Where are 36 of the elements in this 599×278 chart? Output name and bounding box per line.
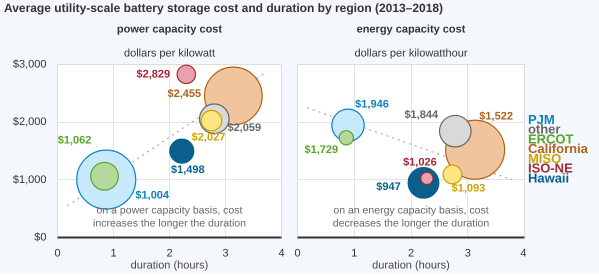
y-tick-label: $1,000	[12, 174, 47, 186]
y-tick-label: $3,000	[12, 58, 47, 70]
x-tick-label: 3	[222, 248, 229, 260]
text: Average utility-scale battery storage cost and duration by region (2013–2018)	[4, 0, 444, 17]
data-label: $1,729	[304, 144, 338, 156]
data-label: $1,004	[135, 190, 170, 202]
x-tick-label: 4	[278, 248, 285, 260]
chart-subtitle: dollars per kilowatthour	[354, 48, 468, 60]
x-tick-label: 2	[408, 248, 414, 260]
x-axis-title: duration (hours)	[130, 260, 208, 272]
data-label: $1,026	[403, 156, 437, 168]
data-label: $2,455	[168, 88, 202, 100]
data-label: $1,498	[171, 164, 205, 176]
y-tick-label: $2,000	[12, 116, 47, 128]
chart-subtitle: dollars per kilowatt	[124, 48, 216, 60]
chart-title: energy capacity cost	[356, 24, 466, 36]
chart-title: power capacity cost	[116, 24, 222, 36]
x-tick-label: 0	[54, 248, 61, 260]
data-label: $1,522	[479, 110, 513, 123]
y-tick-label: $0	[34, 232, 47, 244]
data-label: $947	[376, 180, 401, 193]
data-label: $1,844	[404, 109, 439, 122]
data-label: $1,946	[355, 98, 389, 110]
x-tick-label: 0	[294, 248, 301, 260]
x-tick-label: 4	[520, 248, 527, 260]
data-label: $2,027	[192, 132, 226, 144]
x-tick-label: 1	[351, 248, 358, 260]
x-tick-label: 1	[110, 248, 117, 260]
x-axis-title: duration (hours)	[372, 260, 450, 272]
data-label: $1,093	[452, 182, 486, 194]
data-label: $2,059	[227, 122, 262, 134]
x-tick-label: 3	[464, 248, 471, 260]
x-tick-label: 2	[166, 248, 173, 260]
data-label: $2,829	[136, 68, 170, 80]
data-label: $1,062	[58, 134, 92, 146]
annotation: on an energy capacity basis, cost decreases the longer the duration	[332, 204, 490, 230]
